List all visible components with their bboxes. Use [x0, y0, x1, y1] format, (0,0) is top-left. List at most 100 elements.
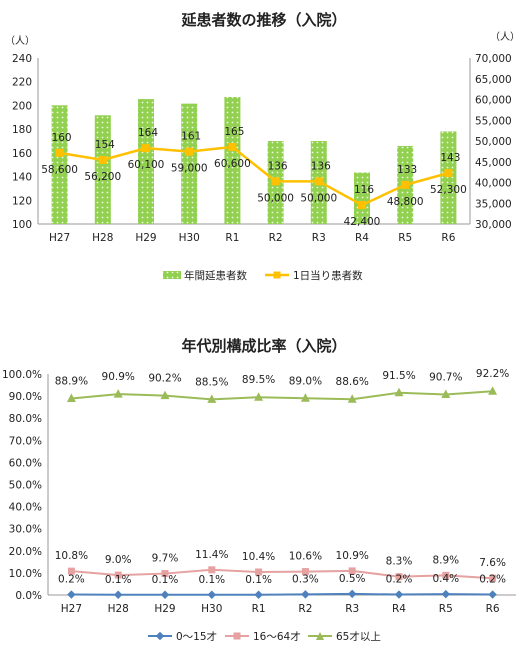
chart1-x-tick-label: R3: [312, 232, 326, 244]
chart2-lines: [66, 386, 498, 600]
chart2-marker-triangle: [66, 393, 76, 403]
chart2-data-label-16-64: 7.6%: [479, 557, 506, 569]
chart2-marker-square: [67, 567, 75, 575]
chart2-data-label-65-plus: 90.7%: [429, 372, 462, 384]
chart2-data-label-65-plus: 92.2%: [476, 368, 509, 380]
chart2-line-series: [71, 390, 493, 401]
chart1-line-data-label: 136: [268, 160, 288, 172]
chart2-data-label-65-plus: 90.9%: [102, 371, 135, 383]
chart2-marker-square: [442, 571, 450, 579]
chart1-x-tick-label: R1: [225, 232, 239, 244]
legend-marker-16-64: [233, 632, 241, 640]
chart1-left-tick-label: 100: [12, 219, 32, 231]
chart1-right-tick-label: 50,000: [475, 136, 512, 148]
chart1-right-tick-label: 65,000: [475, 74, 512, 86]
chart1-line-data-label: 160: [52, 132, 72, 144]
chart1-line-marker: [314, 177, 323, 186]
chart1-line: [55, 142, 453, 210]
chart2-marker-diamond: [113, 590, 123, 600]
chart1-x-tick-label: R5: [398, 232, 412, 244]
chart1-bar-data-label: 60,600: [214, 158, 251, 170]
legend-marker-65-plus: [316, 632, 324, 640]
chart2-marker-triangle: [488, 386, 498, 395]
chart1-bar-data-label: 56,200: [84, 171, 121, 183]
chart1-line-marker: [185, 147, 194, 156]
chart1-left-unit: （人）: [5, 35, 35, 47]
chart2-data-label-65-plus: 88.9%: [55, 376, 88, 388]
chart1-line-marker: [444, 169, 453, 178]
chart1-line-data-label: 161: [181, 131, 201, 143]
chart1-bar: [224, 97, 241, 224]
chart1-legend: 年間延患者数 1日当り患者数: [163, 269, 363, 282]
chart2-x-tick-label: R5: [439, 603, 453, 615]
chart1-right-tick-label: 35,000: [475, 198, 512, 210]
chart2-y-tick-label: 50.0%: [9, 480, 42, 492]
chart2-marker-triangle: [160, 390, 170, 400]
chart2-y-tick-label: 40.0%: [9, 502, 42, 514]
chart1-line-data-label: 133: [397, 164, 417, 176]
chart2-data-label-16-64: 11.4%: [195, 549, 228, 561]
chart1-left-tick-label: 160: [12, 148, 32, 160]
legend-label-65-plus: 65才以上: [336, 630, 381, 643]
chart2-data-label-0-15: 0.4%: [432, 573, 459, 585]
chart1-line-series: [59, 145, 449, 207]
chart1-bar-data-label: 60,100: [128, 159, 165, 171]
chart2-line-series: [71, 592, 493, 596]
chart2-marker-triangle: [441, 389, 451, 399]
chart2-marker-square: [255, 568, 263, 576]
chart2-data-label-65-plus: 91.5%: [382, 370, 415, 382]
chart2-data-label-0-15: 0.3%: [292, 573, 319, 585]
chart2-marker-diamond: [488, 590, 497, 599]
chart2-data-label-65-plus: 88.6%: [336, 376, 369, 388]
chart2-data-label-0-15: 0.2%: [58, 574, 85, 586]
chart2-y-tick-label: 90.0%: [9, 391, 42, 403]
chart1-left-tick-label: 180: [12, 124, 32, 136]
chart2-data-label-0-15: 0.1%: [152, 574, 179, 586]
chart1-line-marker: [271, 177, 280, 186]
chart2-data-label-65-plus: 90.2%: [148, 373, 181, 385]
chart1-right-tick-label: 40,000: [475, 178, 512, 190]
chart2-line-series: [71, 568, 493, 580]
chart1-axes: 100 120 140 160 180 200 220 240 30,000 35,000 40,0…: [12, 53, 512, 244]
chart1-bar-data-label: 50,000: [257, 192, 294, 204]
chart1-right-tick-label: 60,000: [475, 95, 512, 107]
chart1-right-tick-label: 30,000: [475, 219, 512, 231]
chart1-right-tick-label: 70,000: [475, 53, 512, 65]
chart2-x-tick-label: R3: [345, 603, 359, 615]
chart2-y-tick-label: 0.0%: [15, 590, 42, 602]
chart2-marker-triangle: [347, 394, 357, 403]
chart2-data-label-16-64: 10.9%: [336, 550, 369, 562]
chart1-bar-data-label: 52,300: [430, 184, 467, 196]
chart2-marker-square: [301, 568, 309, 576]
chart2-marker-diamond: [160, 590, 170, 600]
chart1-line-data-label: 164: [138, 127, 158, 139]
chart1-bar-data-label: 42,400: [344, 216, 381, 228]
chart2-data-label-0-15: 0.1%: [105, 574, 132, 586]
chart2-x-tick-label: H30: [201, 603, 222, 615]
chart1-line-data-label: 143: [440, 152, 460, 164]
legend-swatch-bar: [163, 271, 181, 279]
chart2-data-label-65-plus: 89.0%: [289, 375, 322, 387]
chart1-right-tick-label: 55,000: [475, 115, 512, 127]
chart2-marker-triangle: [254, 392, 264, 401]
chart1-line-data-label: 116: [354, 184, 374, 196]
chart2-marker-square: [208, 566, 216, 574]
chart1-title: 延患者数の推移（入院）: [180, 11, 346, 29]
legend-marker-0-15: [155, 631, 165, 641]
chart1-left-tick-label: 240: [12, 53, 32, 65]
chart1-left-tick-label: 120: [12, 195, 32, 207]
chart2-y-tick-label: 30.0%: [9, 524, 42, 536]
chart1-bars: [51, 97, 457, 224]
chart2-marker-triangle: [394, 387, 404, 397]
chart2-x-tick-label: R4: [392, 603, 406, 615]
chart1-line-marker: [98, 155, 107, 164]
chart2-data-labels: 88.9% 90.9% 90.2% 88.5% 89.5% 89.0% 88.6% 91.5%…: [55, 368, 510, 586]
chart2-x-tick-label: R2: [298, 603, 312, 615]
chart1-line-marker: [401, 180, 410, 189]
chart2-data-label-16-64: 9.0%: [105, 554, 132, 566]
chart1-bar-data-label: 58,600: [41, 164, 78, 176]
chart2-data-label-16-64: 10.8%: [55, 550, 88, 562]
chart2-y-tick-label: 80.0%: [9, 413, 42, 425]
chart1-bar: [440, 131, 457, 224]
